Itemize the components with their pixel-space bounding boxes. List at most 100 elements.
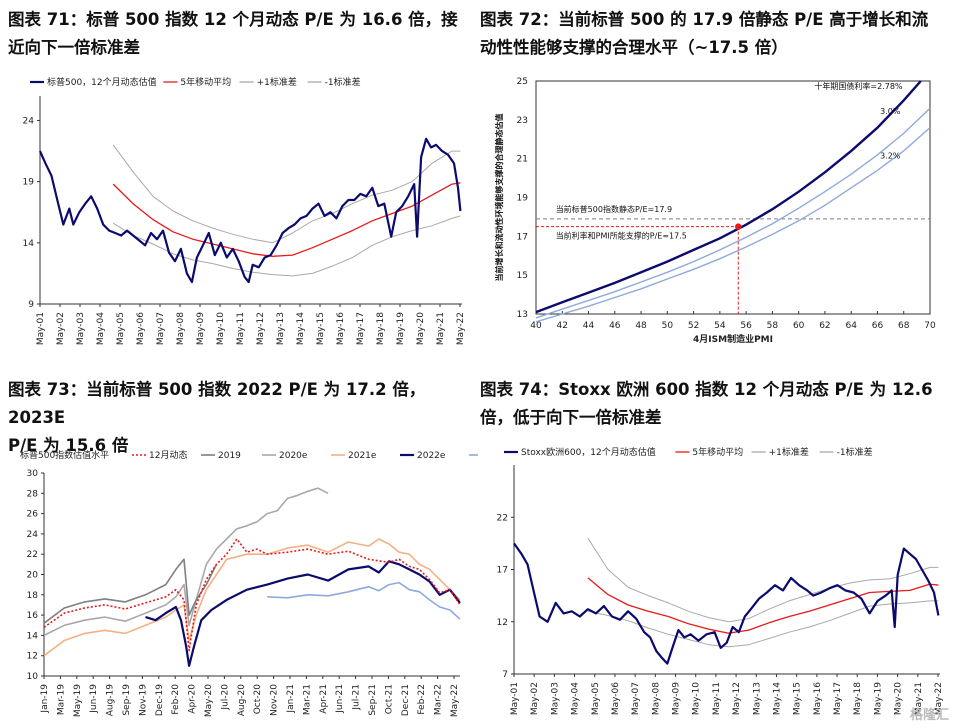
- y-tick-label: 19: [517, 194, 529, 204]
- x-tick-label: May-01: [510, 682, 520, 715]
- x-tick-label: 56: [740, 321, 752, 331]
- x-tick-label: 66: [872, 321, 884, 331]
- y-tick-label: 14: [27, 631, 39, 641]
- x-tick-label: Apr-20: [188, 684, 198, 714]
- x-tick-label: May-04: [571, 682, 581, 715]
- x-tick-label: Dec-21: [401, 684, 411, 716]
- legend-label: 5年移动平均: [692, 446, 743, 458]
- x-tick-label: Nov-20: [270, 684, 280, 716]
- x-tick-label: May-15: [793, 682, 803, 715]
- x-tick-label: Nov-19: [138, 684, 148, 716]
- y-tick-label: 9: [28, 300, 34, 310]
- y-tick-label: 30: [27, 469, 39, 479]
- fair-pe-label: 当前利率和PMI所能支撑的P/E=17.5: [556, 231, 687, 241]
- current-point-marker: [735, 223, 742, 230]
- chart-72-title-line1: 图表 72：当前标普 500 的 17.9 倍静态 P/E 高于增长和流: [480, 10, 929, 29]
- legend-label: -1标准差: [325, 76, 361, 88]
- y-tick-label: 22: [27, 550, 38, 560]
- current-pe-label: 当前标普500指数静态P/E=17.9: [556, 204, 672, 214]
- watermark: 格隆汇: [909, 708, 949, 723]
- chart-71-title-line1: 图表 71：标普 500 指数 12 个月动态 P/E 为 16.6 倍，接: [8, 10, 458, 29]
- y-axis-label: 当前增长和流动性环境能够支撑的合理静态估值: [494, 114, 504, 282]
- x-tick-label: 62: [819, 321, 830, 331]
- curve-label-3-2: 3.2%: [880, 152, 901, 161]
- panel-73: 图表 73：当前标普 500 指数 2022 P/E 为 17.2 倍，2023…: [0, 372, 478, 727]
- y-tick-label: 25: [517, 77, 528, 87]
- x-tick-label: May-05: [116, 312, 126, 345]
- x-tick-label: Jul-21: [352, 684, 362, 711]
- x-tick-label: May-11: [236, 312, 246, 345]
- panel-71: 图表 71：标普 500 指数 12 个月动态 P/E 为 16.6 倍，接 近…: [0, 0, 478, 360]
- x-tick-label: May-07: [631, 682, 641, 715]
- x-tick-label: May-03: [76, 312, 86, 345]
- x-tick-label: May-20: [894, 682, 904, 715]
- y-tick-label: 23: [517, 116, 528, 126]
- x-tick-label: Jan-19: [40, 684, 50, 714]
- x-tick-label: Aug-19: [106, 684, 116, 717]
- chart-73-title: 图表 73：当前标普 500 指数 2022 P/E 为 17.2 倍，2023…: [8, 376, 478, 460]
- y-tick-label: 13: [517, 310, 528, 320]
- x-tick-label: May-14: [296, 312, 306, 345]
- x-tick-label: May-21: [914, 682, 924, 715]
- series-line-5: [267, 581, 461, 620]
- series-line-2: [112, 144, 461, 244]
- x-tick-label: May-17: [833, 682, 843, 715]
- x-tick-label: Jun-19: [89, 684, 99, 714]
- x-tick-label: Mar-19: [56, 684, 66, 715]
- y-tick-label: 12: [27, 652, 38, 662]
- y-tick-label: 16: [27, 611, 39, 621]
- chart-74-title-line2: 倍，低于向下一倍标准差: [480, 408, 662, 427]
- x-tick-label: Sep-19: [122, 684, 132, 716]
- x-tick-label: May-10: [692, 682, 702, 715]
- legend-label: 2022e: [417, 451, 446, 461]
- chart-73-title-line1: 图表 73：当前标普 500 指数 2022 P/E 为 17.2 倍，2023…: [8, 380, 426, 427]
- y-tick-label: 17: [497, 566, 508, 576]
- legend-label: 标普500，12个月动态估值: [47, 76, 157, 88]
- chart-71-title-line2: 近向下一倍标准差: [8, 38, 140, 57]
- x-tick-label: May-08: [651, 682, 661, 715]
- x-tick-label: May-21: [436, 312, 446, 345]
- x-tick-label: May-01: [36, 312, 46, 345]
- y-tick-label: 14: [23, 239, 35, 249]
- series-line-0: [513, 542, 940, 665]
- x-tick-label: 44: [583, 321, 595, 331]
- x-tick-label: May-11: [712, 682, 722, 715]
- series-line-3: [112, 215, 461, 277]
- legend-label: Stoxx欧洲600，12个月动态估值: [521, 446, 656, 458]
- x-axis-label: 4月ISM制造业PMI: [693, 333, 773, 345]
- y-tick-label: 20: [27, 571, 39, 581]
- x-tick-label: Dec-19: [155, 684, 165, 716]
- legend-label: +1标准差: [769, 446, 809, 458]
- x-tick-label: 54: [714, 321, 726, 331]
- panel-74: 图表 74：Stoxx 欧洲 600 指数 12 个月动态 P/E 为 12.6…: [478, 372, 957, 727]
- x-tick-label: May-22: [456, 312, 466, 345]
- series-line-0: [43, 538, 461, 652]
- y-axis-title: 标普500指数估值水平: [20, 449, 109, 461]
- x-tick-label: 68: [898, 321, 910, 331]
- x-tick-label: May-14: [772, 682, 782, 715]
- x-tick-label: May-09: [672, 682, 682, 715]
- x-tick-label: Aug-20: [237, 684, 247, 717]
- x-tick-label: May-15: [316, 312, 326, 345]
- chart-74-title-line1: 图表 74：Stoxx 欧洲 600 指数 12 个月动态 P/E 为 12.6: [480, 380, 933, 399]
- chart-71-title: 图表 71：标普 500 指数 12 个月动态 P/E 为 16.6 倍，接 近…: [8, 6, 458, 62]
- x-tick-label: May-02: [56, 312, 66, 345]
- x-tick-label: May-18: [853, 682, 863, 715]
- x-tick-label: May-13: [276, 312, 286, 345]
- curve-0: [535, 80, 922, 314]
- curve-label-3-0: 3.0%: [880, 107, 901, 116]
- legend-label: 2019: [218, 451, 241, 461]
- x-tick-label: 40: [530, 321, 542, 331]
- x-tick-label: Oct-21: [384, 684, 394, 714]
- x-tick-label: May-02: [530, 682, 540, 715]
- x-tick-label: May-04: [96, 312, 106, 345]
- x-tick-label: Apr-21: [319, 684, 329, 714]
- x-tick-label: May-06: [611, 682, 621, 715]
- x-tick-label: May-09: [196, 312, 206, 345]
- y-tick-label: 18: [27, 591, 39, 601]
- y-tick-label: 19: [23, 178, 35, 188]
- x-tick-label: May-16: [336, 312, 346, 345]
- x-tick-label: 46: [609, 321, 621, 331]
- chart-73: 10 12 14 16 18 20 22 24 26 28 30 Jan-19 Mar-19 May-19…: [20, 449, 478, 717]
- y-tick-label: 24: [23, 116, 35, 126]
